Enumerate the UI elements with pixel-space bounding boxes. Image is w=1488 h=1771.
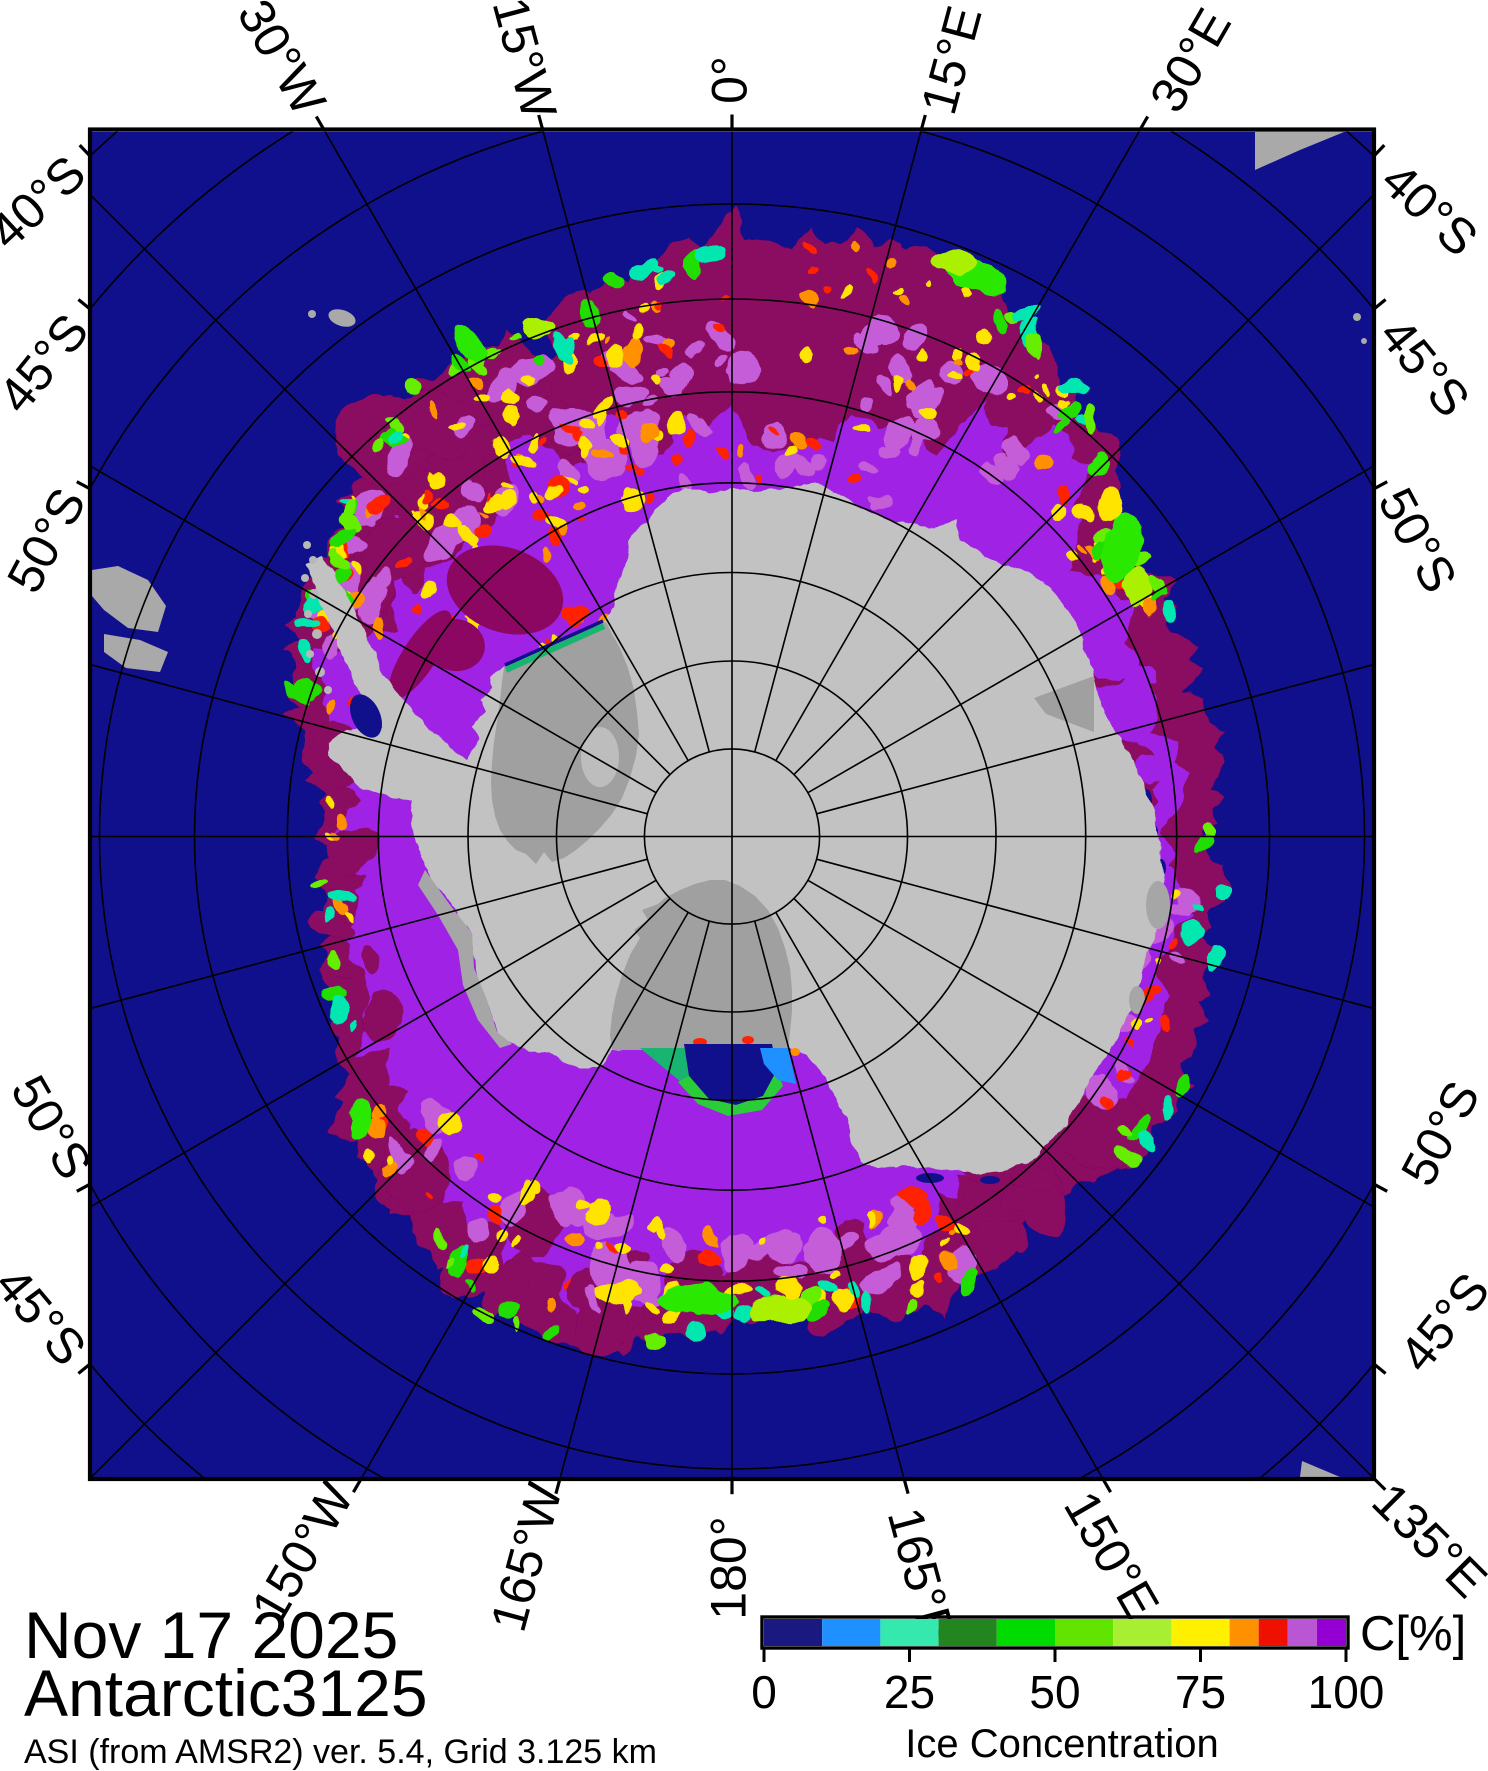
svg-text:25: 25 xyxy=(884,1666,935,1718)
svg-text:0: 0 xyxy=(751,1666,777,1718)
svg-text:Ice Concentration: Ice Concentration xyxy=(905,1722,1219,1766)
svg-text:0°: 0° xyxy=(702,56,758,104)
svg-text:ASI (from AMSR2) ver. 5.4, Gr: ASI (from AMSR2) ver. 5.4, Grid 3.125 km xyxy=(24,1733,657,1771)
svg-text:C[%]: C[%] xyxy=(1360,1607,1466,1661)
svg-text:180°: 180° xyxy=(701,1516,757,1619)
svg-text:100: 100 xyxy=(1308,1666,1385,1718)
svg-text:75: 75 xyxy=(1175,1666,1226,1718)
svg-text:Antarctic3125: Antarctic3125 xyxy=(24,1656,428,1730)
svg-text:50: 50 xyxy=(1029,1666,1080,1718)
svg-text:Nov 17 2025: Nov 17 2025 xyxy=(24,1598,398,1672)
